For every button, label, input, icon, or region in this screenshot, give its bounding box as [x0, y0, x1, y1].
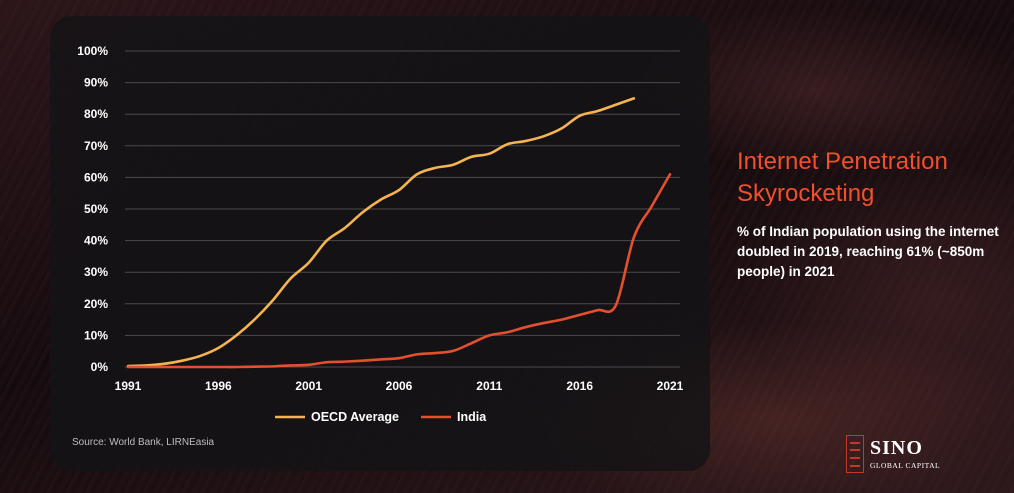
chart-panel — [50, 16, 710, 471]
source-note: Source: World Bank, LIRNEasia — [72, 437, 215, 448]
x-tick-label: 1991 — [115, 379, 142, 393]
x-tick-label: 2016 — [566, 379, 593, 393]
y-tick-label: 60% — [84, 170, 108, 184]
grid-lines — [125, 50, 680, 368]
y-axis-ticks: 0% 10% 20% 30% 40% 50% 60% 70% 80% 90% 100% — [77, 44, 108, 374]
x-tick-label: 2001 — [295, 379, 322, 393]
x-tick-label: 2006 — [386, 379, 413, 393]
y-tick-label: 70% — [84, 139, 108, 153]
x-tick-label: 1996 — [205, 379, 232, 393]
y-tick-label: 50% — [84, 202, 108, 216]
y-tick-label: 30% — [84, 265, 108, 279]
series-line-oecd-average — [126, 97, 636, 368]
x-tick-label: 2021 — [657, 379, 684, 393]
x-axis-ticks: 1991 1996 2001 2006 2011 2016 2021 — [115, 379, 684, 393]
logo-name: SINO — [870, 437, 923, 459]
legend-label-oecd-average: OECD Average — [311, 410, 399, 424]
page-title: Internet Penetration Skyrocketing — [737, 148, 948, 207]
x-tick-label: 2011 — [476, 379, 502, 393]
series-lines — [126, 97, 672, 369]
legend-label-india: India — [457, 410, 487, 424]
y-tick-label: 10% — [84, 328, 108, 342]
sino-logo: SINO GLOBAL CAPITAL — [846, 435, 958, 479]
page-subtitle: % of Indian population using the interne… — [737, 224, 999, 279]
y-tick-label: 80% — [84, 107, 108, 121]
logo-seal-icon — [846, 435, 864, 473]
y-tick-label: 0% — [91, 360, 109, 374]
y-tick-label: 20% — [84, 297, 108, 311]
legend: OECD Average India — [275, 410, 487, 424]
y-tick-label: 40% — [84, 234, 108, 248]
y-tick-label: 90% — [84, 76, 108, 90]
logo-tagline: GLOBAL CAPITAL — [870, 461, 941, 470]
series-line-india — [126, 172, 672, 369]
y-tick-label: 100% — [77, 44, 108, 58]
